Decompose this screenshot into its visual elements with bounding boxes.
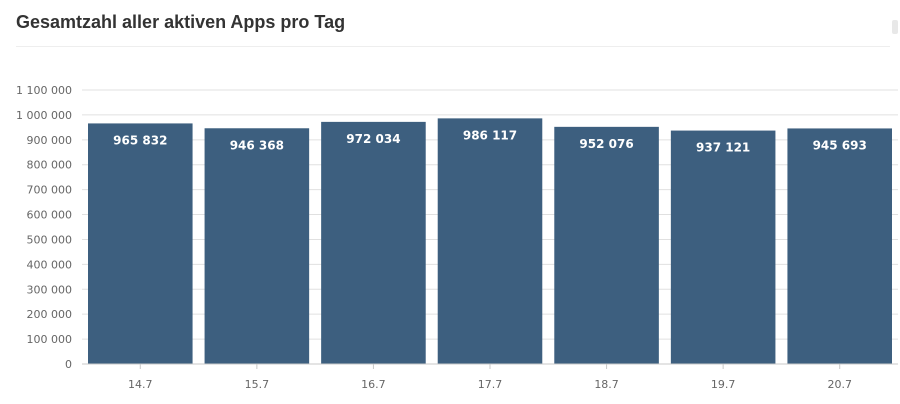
bar	[787, 128, 892, 364]
x-tick-label: 15.7	[245, 378, 270, 391]
x-tick-label: 19.7	[711, 378, 736, 391]
bar-value-label: 972 034	[346, 132, 400, 146]
bar-value-label: 965 832	[113, 133, 167, 147]
bar	[321, 121, 426, 364]
bar-value-label: 946 368	[230, 138, 284, 152]
x-tick-label: 16.7	[361, 378, 386, 391]
y-tick-label: 500 000	[27, 233, 73, 246]
y-tick-label: 1 100 000	[16, 84, 72, 97]
chart-title: Gesamtzahl aller aktiven Apps pro Tag	[16, 12, 346, 32]
y-tick-label: 1 000 000	[16, 109, 72, 122]
bar	[88, 123, 193, 364]
y-tick-label: 900 000	[27, 134, 73, 147]
y-tick-label: 700 000	[27, 184, 73, 197]
bar-value-label: 952 076	[579, 137, 633, 151]
menu-handle[interactable]	[892, 20, 898, 34]
y-tick-label: 200 000	[27, 308, 73, 321]
y-tick-label: 600 000	[27, 209, 73, 222]
x-tick-label: 20.7	[827, 378, 852, 391]
y-tick-label: 100 000	[27, 333, 73, 346]
bar	[554, 126, 659, 364]
bar-value-label: 945 693	[813, 138, 867, 152]
bar-value-label: 986 117	[463, 128, 517, 142]
bar	[204, 128, 310, 364]
y-tick-label: 400 000	[27, 258, 73, 271]
bar	[670, 130, 776, 364]
x-tick-label: 18.7	[594, 378, 619, 391]
y-tick-label: 300 000	[27, 283, 73, 296]
x-tick-label: 17.7	[478, 378, 503, 391]
bar-value-label: 937 121	[696, 141, 750, 155]
y-tick-label: 0	[65, 358, 72, 371]
bar	[437, 118, 543, 364]
header-divider	[16, 46, 890, 47]
x-tick-label: 14.7	[128, 378, 153, 391]
y-tick-label: 800 000	[27, 159, 73, 172]
